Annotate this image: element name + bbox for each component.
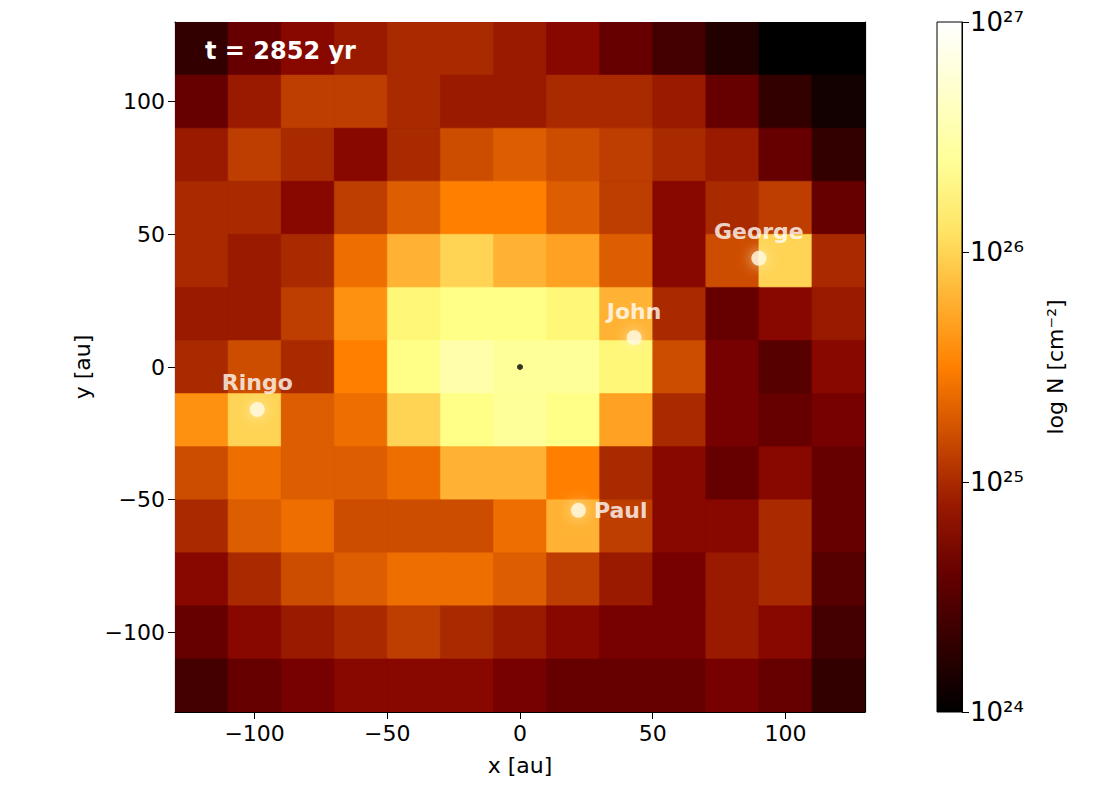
svg-text:George: George (714, 219, 804, 244)
svg-text:t = 2852 yr: t = 2852 yr (205, 37, 356, 65)
svg-text:10²⁴: 10²⁴ (970, 697, 1024, 727)
svg-text:10²⁷: 10²⁷ (970, 7, 1024, 37)
svg-text:0: 0 (151, 355, 165, 380)
svg-text:−100: −100 (224, 721, 284, 746)
svg-text:John: John (605, 299, 662, 324)
svg-text:−50: −50 (119, 487, 165, 512)
svg-text:10²⁶: 10²⁶ (970, 237, 1024, 267)
svg-text:Ringo: Ringo (222, 370, 293, 395)
svg-text:100: 100 (764, 721, 806, 746)
svg-text:log N [cm⁻²]: log N [cm⁻²] (1043, 299, 1068, 434)
svg-text:−100: −100 (105, 620, 165, 645)
svg-text:100: 100 (123, 89, 165, 114)
svg-text:Paul: Paul (594, 498, 648, 523)
svg-text:0: 0 (513, 721, 527, 746)
svg-text:50: 50 (137, 222, 165, 247)
svg-text:50: 50 (639, 721, 667, 746)
svg-text:y [au]: y [au] (70, 335, 95, 400)
svg-text:x [au]: x [au] (488, 753, 553, 778)
svg-text:10²⁵: 10²⁵ (970, 467, 1024, 497)
svg-text:−50: −50 (364, 721, 410, 746)
